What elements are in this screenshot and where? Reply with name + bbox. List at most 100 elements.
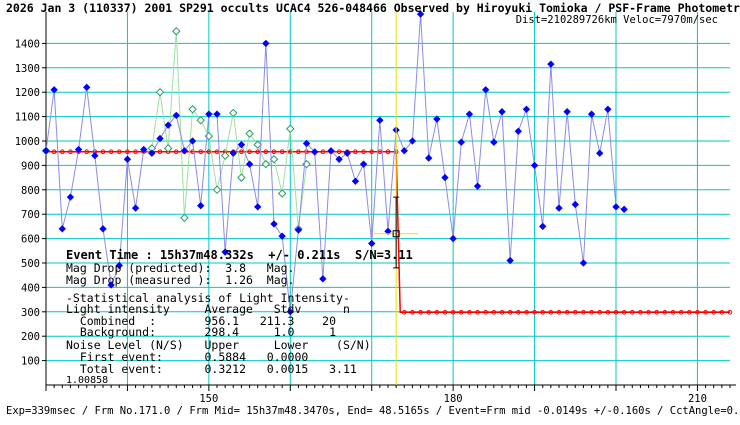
- target-point-162: [302, 139, 311, 148]
- y-tick-label-800: 800: [21, 185, 40, 197]
- target-point-198: [596, 149, 604, 157]
- model-point-137: [100, 149, 106, 155]
- target-point-140: [123, 155, 132, 163]
- model-point-138: [108, 149, 114, 155]
- model-point-131: [51, 149, 57, 155]
- method-label: PSF-Frame Photometry /: [608, 1, 740, 15]
- target-point-139: [115, 261, 123, 270]
- comparison-point-144: [155, 87, 165, 97]
- model-point-178: [434, 309, 440, 315]
- target-point-164: [319, 275, 327, 283]
- target-point-193: [555, 204, 563, 212]
- target-point-194: [563, 108, 571, 116]
- model-point-182: [467, 309, 472, 315]
- model-point-183: [475, 309, 480, 315]
- model-point-192: [548, 309, 554, 315]
- footer-info: Exp=339msec / Frm No.171.0 / Frm Mid= 15…: [6, 405, 740, 417]
- comparison-point-153: [229, 108, 238, 118]
- noise-header: Noise Level (N/S) Upper Lower (S/N): [66, 338, 371, 352]
- model-point-176: [418, 309, 423, 315]
- model-point-195: [572, 309, 578, 315]
- model-point-141: [133, 149, 138, 155]
- target-point-159: [278, 232, 286, 240]
- target-point-176: [416, 10, 425, 18]
- model-point-132: [59, 149, 65, 155]
- target-point-149: [197, 201, 205, 210]
- axes: [42, 12, 736, 391]
- model-point-210: [695, 309, 700, 315]
- target-point-181: [457, 138, 465, 146]
- model-point-156: [255, 149, 261, 155]
- x-tick-label-210: 210: [688, 393, 707, 405]
- model-point-161: [296, 149, 301, 155]
- model-point-202: [629, 309, 635, 315]
- model-point-135: [84, 149, 90, 155]
- model-point-199: [605, 309, 611, 315]
- target-point-199: [604, 105, 612, 113]
- model-point-197: [589, 309, 594, 315]
- event-time-label: Event Time : 15h37m48.332s +/- 0.211s S/…: [66, 248, 413, 262]
- target-point-201: [620, 205, 628, 213]
- target-point-158: [270, 220, 278, 228]
- model-point-166: [336, 149, 342, 155]
- target-point-184: [482, 86, 490, 94]
- model-point-209: [686, 309, 692, 315]
- model-point-179: [442, 309, 448, 315]
- model-point-205: [654, 309, 660, 315]
- stats-background: Background: 298.4 1.0 1: [66, 325, 337, 339]
- model-point-196: [581, 309, 586, 315]
- event-marker: [374, 12, 419, 385]
- model-point-203: [638, 309, 643, 315]
- model-point-206: [662, 309, 668, 315]
- model-point-139: [116, 149, 122, 155]
- comparison-point-145: [163, 144, 173, 153]
- model-point-187: [507, 309, 513, 315]
- target-point-191: [539, 222, 547, 231]
- model-point-157: [263, 149, 269, 155]
- mag-drop-measured: Mag Drop (measured ): 1.26 Mag.: [66, 273, 295, 287]
- target-point-143: [148, 149, 156, 157]
- comparison-point-152: [220, 151, 230, 160]
- model-point-185: [491, 309, 497, 315]
- model-point-211: [703, 309, 708, 315]
- target-point-197: [587, 110, 596, 118]
- model-point-201: [621, 309, 627, 315]
- model-point-184: [483, 309, 489, 315]
- model-point-164: [320, 149, 326, 155]
- comparison-point-148: [188, 105, 197, 114]
- target-point-167: [343, 149, 351, 157]
- target-point-177: [425, 154, 433, 162]
- y-tick-label-200: 200: [21, 331, 40, 343]
- target-point-154: [237, 140, 246, 149]
- model-point-198: [597, 309, 603, 315]
- target-point-180: [449, 234, 457, 243]
- y-tick-label-1300: 1300: [15, 63, 40, 75]
- target-point-188: [514, 127, 522, 135]
- target-point-189: [522, 105, 531, 113]
- y-tick-label-300: 300: [21, 307, 40, 319]
- target-point-172: [384, 227, 392, 235]
- model-point-177: [426, 309, 432, 315]
- y-tick-label-700: 700: [21, 209, 40, 221]
- target-point-142: [140, 145, 148, 154]
- y-tick-label-500: 500: [21, 258, 40, 270]
- model-point-154: [239, 149, 244, 155]
- event-center-box: [392, 230, 400, 238]
- model-point-169: [361, 149, 366, 155]
- target-point-200: [612, 203, 620, 211]
- model-point-214: [727, 309, 733, 315]
- model-point-146: [173, 149, 179, 155]
- y-tick-label-1000: 1000: [15, 136, 40, 148]
- target-point-151: [213, 110, 221, 118]
- model-point-133: [68, 149, 73, 155]
- target-point-141: [131, 204, 140, 212]
- model-point-162: [304, 149, 309, 155]
- target-point-192: [547, 60, 555, 68]
- model-point-175: [410, 309, 415, 315]
- x-tick-label-180: 180: [444, 393, 463, 405]
- target-point-146: [172, 111, 180, 120]
- model-point-189: [524, 309, 529, 315]
- comparison-point-156: [253, 140, 262, 149]
- model-point-186: [499, 309, 505, 315]
- target-point-137: [99, 225, 107, 233]
